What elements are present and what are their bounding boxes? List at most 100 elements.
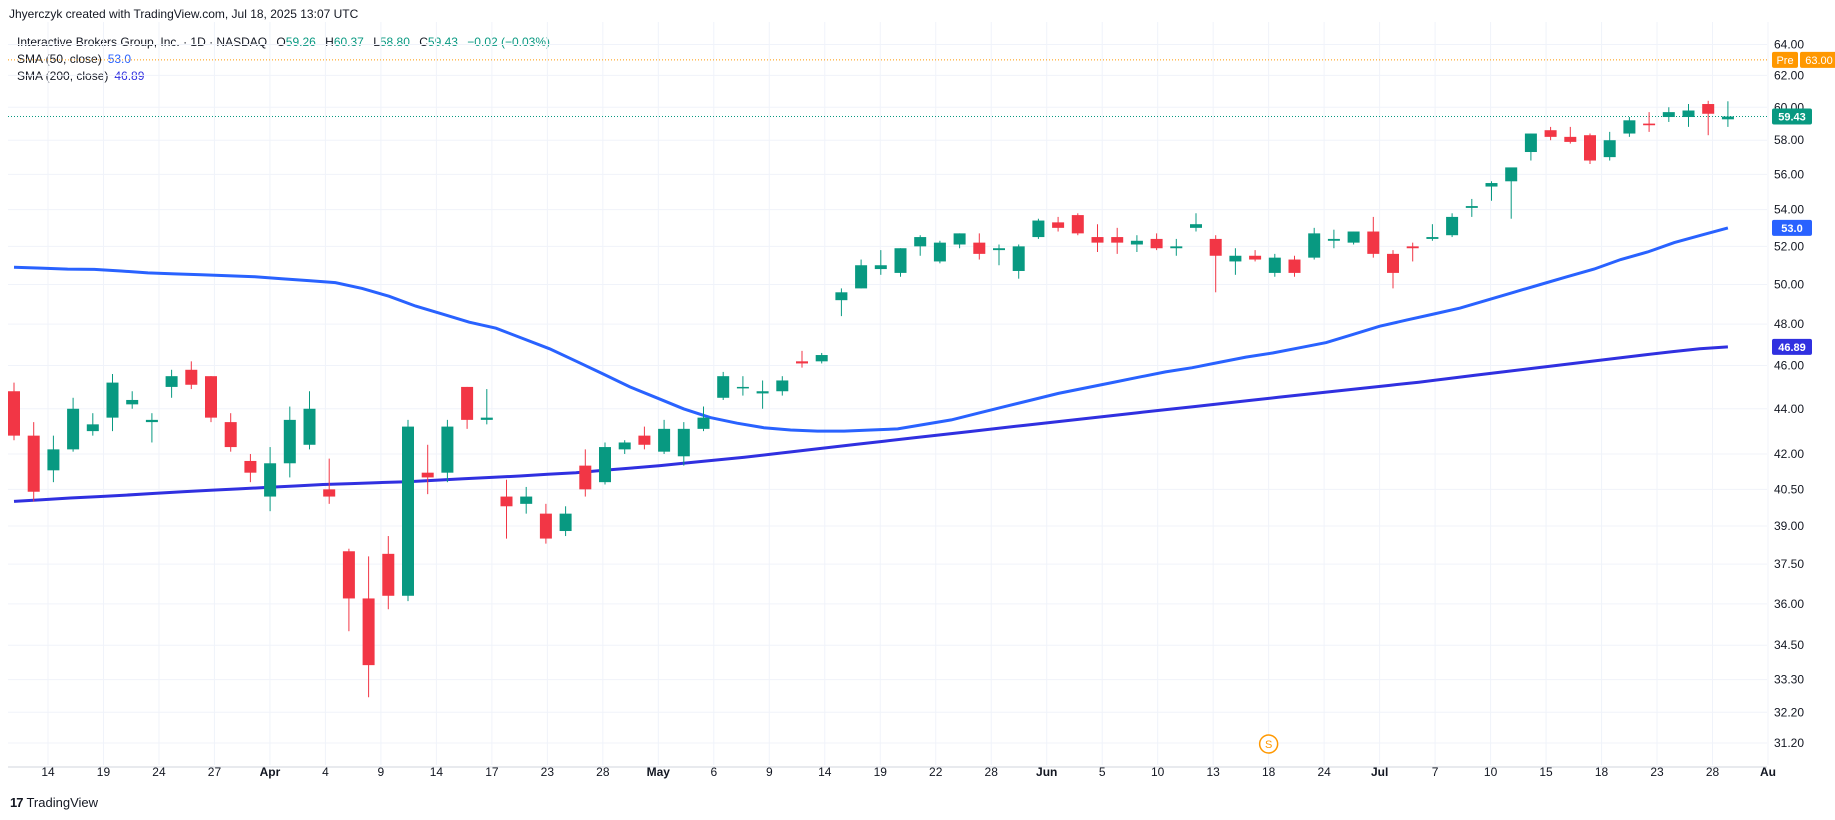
- price-chart[interactable]: 64.0062.0060.0058.0056.0054.0052.0050.00…: [0, 0, 1835, 790]
- candle-body: [1524, 133, 1537, 153]
- candle-body: [1071, 215, 1084, 234]
- candle-body: [1209, 238, 1222, 256]
- candle-body: [382, 553, 395, 596]
- candle-body: [421, 472, 434, 478]
- x-tick-label: May: [647, 765, 671, 779]
- x-tick-label: 27: [208, 765, 222, 779]
- candle: [1052, 216, 1065, 232]
- candle-body: [559, 513, 572, 532]
- candle: [480, 389, 493, 425]
- candle: [1465, 198, 1478, 217]
- candle: [402, 419, 414, 602]
- candle-body: [283, 419, 296, 464]
- candle-body: [323, 489, 336, 497]
- candle-body: [1268, 257, 1281, 273]
- x-tick-label: 4: [322, 765, 329, 779]
- candle-body: [1190, 224, 1202, 228]
- candle-body: [1052, 222, 1065, 228]
- candle: [1268, 253, 1281, 277]
- candle: [106, 374, 119, 432]
- candle: [8, 382, 20, 441]
- candle: [303, 391, 316, 450]
- candle: [835, 288, 848, 317]
- candle: [776, 376, 789, 396]
- candle: [185, 361, 198, 390]
- legend-sma200-value: 46.89: [114, 69, 145, 83]
- event-marker-label: S: [1265, 739, 1272, 751]
- candle: [520, 486, 533, 514]
- candle-body: [1347, 231, 1360, 243]
- candle-body: [1446, 216, 1459, 236]
- candle-body: [67, 408, 80, 450]
- x-tick-label: 24: [1317, 765, 1331, 779]
- x-tick-label: 23: [541, 765, 555, 779]
- candle-body: [933, 242, 946, 262]
- candle-body: [993, 248, 1005, 251]
- candle: [1209, 235, 1222, 293]
- chart-credit: Jhyerczyk created with TradingView.com, …: [9, 7, 359, 21]
- candle: [1505, 167, 1518, 219]
- legend-sma50-value: 53.0: [107, 52, 132, 66]
- candle-body: [106, 382, 119, 418]
- candle: [47, 435, 60, 483]
- candle: [1229, 248, 1242, 275]
- candle: [27, 422, 40, 502]
- candle: [1012, 244, 1025, 279]
- candle-body: [1485, 183, 1498, 187]
- legend-symbol-row[interactable]: Interactive Brokers Group, Inc. · 1D · N…: [17, 34, 550, 51]
- sma200-badge: 46.89: [1772, 338, 1812, 355]
- candle: [1643, 112, 1656, 132]
- candle-body: [402, 426, 414, 596]
- candle: [1190, 213, 1202, 232]
- candle-body: [736, 386, 749, 389]
- x-tick-label: 10: [1484, 765, 1498, 779]
- candle-body: [1111, 237, 1124, 243]
- pre-market-badge-text: 63.00: [1805, 55, 1833, 67]
- sma200-badge-box: [1772, 338, 1812, 355]
- candle-body: [697, 417, 710, 429]
- candle-body: [1091, 237, 1104, 243]
- candle: [1367, 216, 1380, 258]
- event-marker-icon: [1258, 734, 1279, 754]
- legend-sma50-row[interactable]: SMA (50, close) 53.0: [17, 51, 550, 68]
- candle-body: [1032, 220, 1045, 238]
- candle: [1150, 233, 1163, 251]
- y-tick-label: 46.00: [1774, 359, 1804, 373]
- legend-sma200-row[interactable]: SMA (200, close) 46.89: [17, 68, 550, 85]
- candle-body: [776, 380, 789, 392]
- candle: [342, 548, 355, 632]
- candle: [638, 426, 651, 450]
- candle: [382, 536, 395, 610]
- candle-body: [47, 449, 60, 471]
- legend-low-value: 58.80: [379, 35, 410, 49]
- candle-body: [1426, 237, 1439, 239]
- y-tick-label: 39.00: [1774, 519, 1804, 533]
- candle-body: [165, 376, 178, 387]
- y-tick-label: 52.00: [1774, 239, 1804, 253]
- legend-open-value: 59.26: [285, 35, 316, 49]
- last-price-badge-box: [1772, 108, 1812, 125]
- legend-sma200-label: SMA (200, close): [17, 69, 109, 83]
- candle: [1249, 250, 1262, 262]
- last-price-badge: 59.43: [1772, 108, 1812, 125]
- candle: [1327, 229, 1340, 249]
- candle-body: [717, 376, 730, 398]
- candle: [756, 380, 769, 409]
- candle-body: [1643, 123, 1656, 126]
- candle: [126, 391, 139, 409]
- candle: [618, 440, 631, 454]
- candle: [559, 506, 572, 537]
- candle: [717, 371, 730, 400]
- x-tick-label: 9: [378, 765, 385, 779]
- candle: [1111, 227, 1124, 254]
- candle: [1446, 213, 1459, 238]
- sma50-badge-text: 53.0: [1781, 223, 1802, 235]
- candle-body: [1130, 240, 1143, 245]
- pre-market-badge: Pre 63.00: [1772, 51, 1835, 68]
- tradingview-brand[interactable]: 17 TradingView: [10, 795, 98, 810]
- candle-body: [27, 435, 40, 492]
- candle-body: [1288, 259, 1301, 273]
- candle: [1682, 104, 1695, 127]
- candle: [323, 458, 336, 504]
- y-tick-label: 33.30: [1774, 673, 1804, 687]
